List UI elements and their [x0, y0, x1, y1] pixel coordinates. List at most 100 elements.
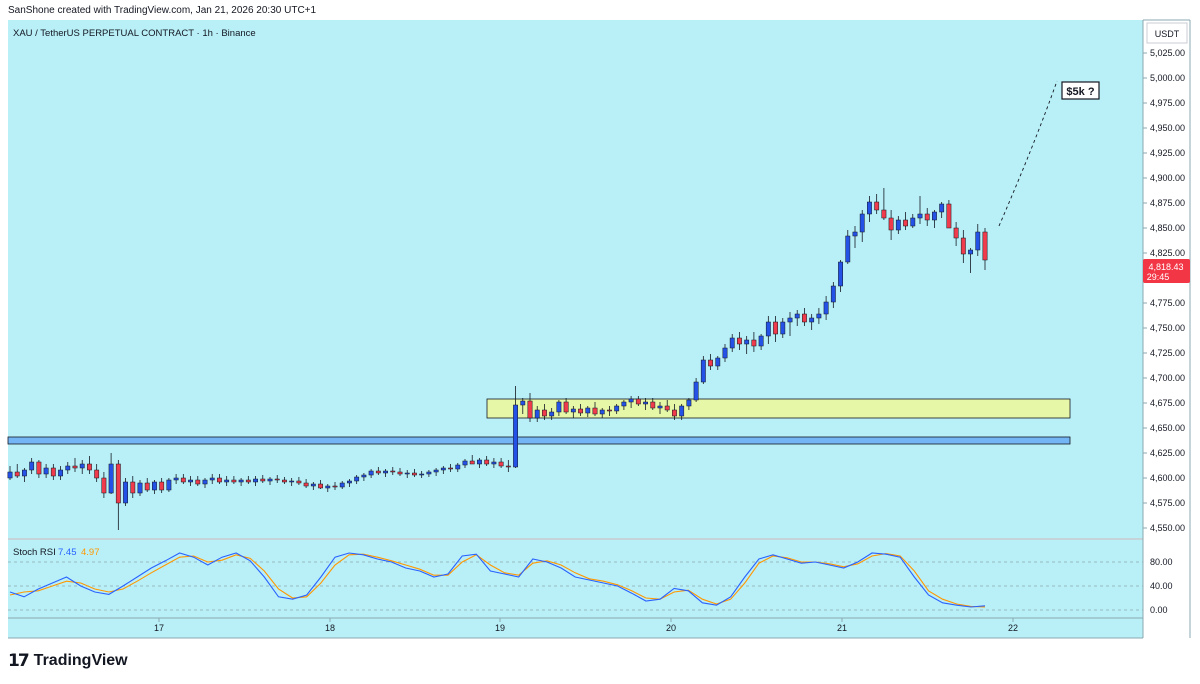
candle [650, 398, 656, 410]
candle [881, 188, 887, 220]
consolidation-zone[interactable] [486, 398, 1071, 419]
candle [43, 464, 49, 478]
candle-body [982, 231, 988, 261]
candle-body [397, 471, 403, 475]
candle-body [152, 481, 157, 491]
candle-body [245, 479, 251, 483]
candle [166, 478, 172, 492]
candle-body [274, 478, 280, 481]
stoch-rsi-d-value: 4.97 [81, 547, 100, 558]
candle [72, 458, 78, 472]
candle [484, 456, 490, 466]
candle-body [188, 479, 193, 483]
candle-body [737, 337, 742, 345]
candle [563, 398, 569, 414]
candle [159, 478, 165, 493]
candle-body [903, 219, 908, 227]
currency-button[interactable] [1146, 22, 1188, 44]
support-zone[interactable] [7, 436, 1071, 445]
candle [455, 463, 461, 472]
candle [282, 477, 287, 484]
attribution-header: SanShone created with TradingView.com, J… [8, 5, 317, 16]
time-tick-label: 22 [1008, 623, 1018, 633]
candle-body [477, 459, 482, 465]
candle [58, 466, 63, 480]
candle [144, 478, 150, 492]
candle-body [946, 203, 952, 229]
candle-body [932, 211, 937, 221]
candle-body [325, 485, 331, 489]
candle-body [390, 470, 396, 473]
candle [592, 402, 598, 416]
candle [888, 210, 894, 240]
candle [830, 282, 836, 308]
last-price-marker: 4,818.43 29:45 [1143, 259, 1190, 283]
candle-body [592, 407, 598, 415]
candle [867, 196, 872, 222]
candle-body [874, 201, 880, 211]
candle-body [491, 461, 497, 465]
candle-body [527, 400, 533, 419]
candle [635, 396, 641, 406]
stoch-level-label: 0.00 [1150, 605, 1168, 615]
candle-body [693, 381, 699, 401]
candle [289, 478, 295, 486]
tradingview-logo[interactable]: 17 TradingView [8, 651, 128, 671]
candle [180, 474, 186, 484]
price-target-annotation[interactable]: $5k ? [1061, 81, 1100, 100]
candle [686, 398, 692, 410]
stoch-rsi-k-value: 7.45 [58, 547, 77, 558]
candle [397, 468, 403, 476]
candle-body [412, 472, 417, 476]
candle-body [7, 471, 13, 479]
candle-body [462, 460, 468, 466]
candle-body [729, 337, 735, 349]
price-tick-label: 4,600.00 [1150, 473, 1185, 483]
stoch-level-label: 40.00 [1150, 581, 1173, 591]
candle-body [686, 399, 692, 407]
candle-body [700, 359, 706, 383]
candle [50, 464, 56, 480]
candle-body [599, 409, 605, 415]
candle [585, 406, 591, 417]
candle [217, 474, 222, 484]
candle [679, 404, 685, 420]
candle [29, 458, 35, 474]
candle-body [108, 463, 114, 494]
time-tick-label: 18 [325, 623, 335, 633]
candle [599, 408, 605, 418]
candle-body [953, 227, 959, 239]
candle-body [924, 213, 930, 221]
candle-body [440, 467, 446, 471]
candle [188, 476, 193, 486]
price-tick-label: 5,000.00 [1150, 73, 1185, 83]
candle-body [643, 401, 648, 405]
candle-body [123, 481, 128, 504]
candle [845, 230, 851, 264]
price-tick-label: 4,825.00 [1150, 248, 1185, 258]
candle [94, 464, 100, 482]
time-tick-label: 17 [154, 623, 164, 633]
candle-body [282, 479, 287, 483]
candle [469, 455, 475, 465]
candle [542, 404, 547, 420]
candle [708, 354, 713, 370]
candle [578, 404, 583, 416]
candle-body [426, 471, 432, 475]
price-tick-label: 5,025.00 [1150, 48, 1185, 58]
candle [253, 476, 258, 486]
candle-body [368, 470, 374, 476]
candle [722, 344, 728, 362]
candle [318, 480, 323, 489]
candle-body [65, 465, 71, 471]
time-axis[interactable] [8, 618, 1143, 638]
candle [332, 482, 338, 490]
candle [556, 400, 562, 416]
candle-body [419, 473, 425, 476]
candle-body [130, 481, 136, 494]
candle-body [809, 317, 815, 323]
candle [975, 224, 981, 256]
candle [173, 474, 179, 484]
price-pane-background[interactable] [8, 20, 1143, 538]
